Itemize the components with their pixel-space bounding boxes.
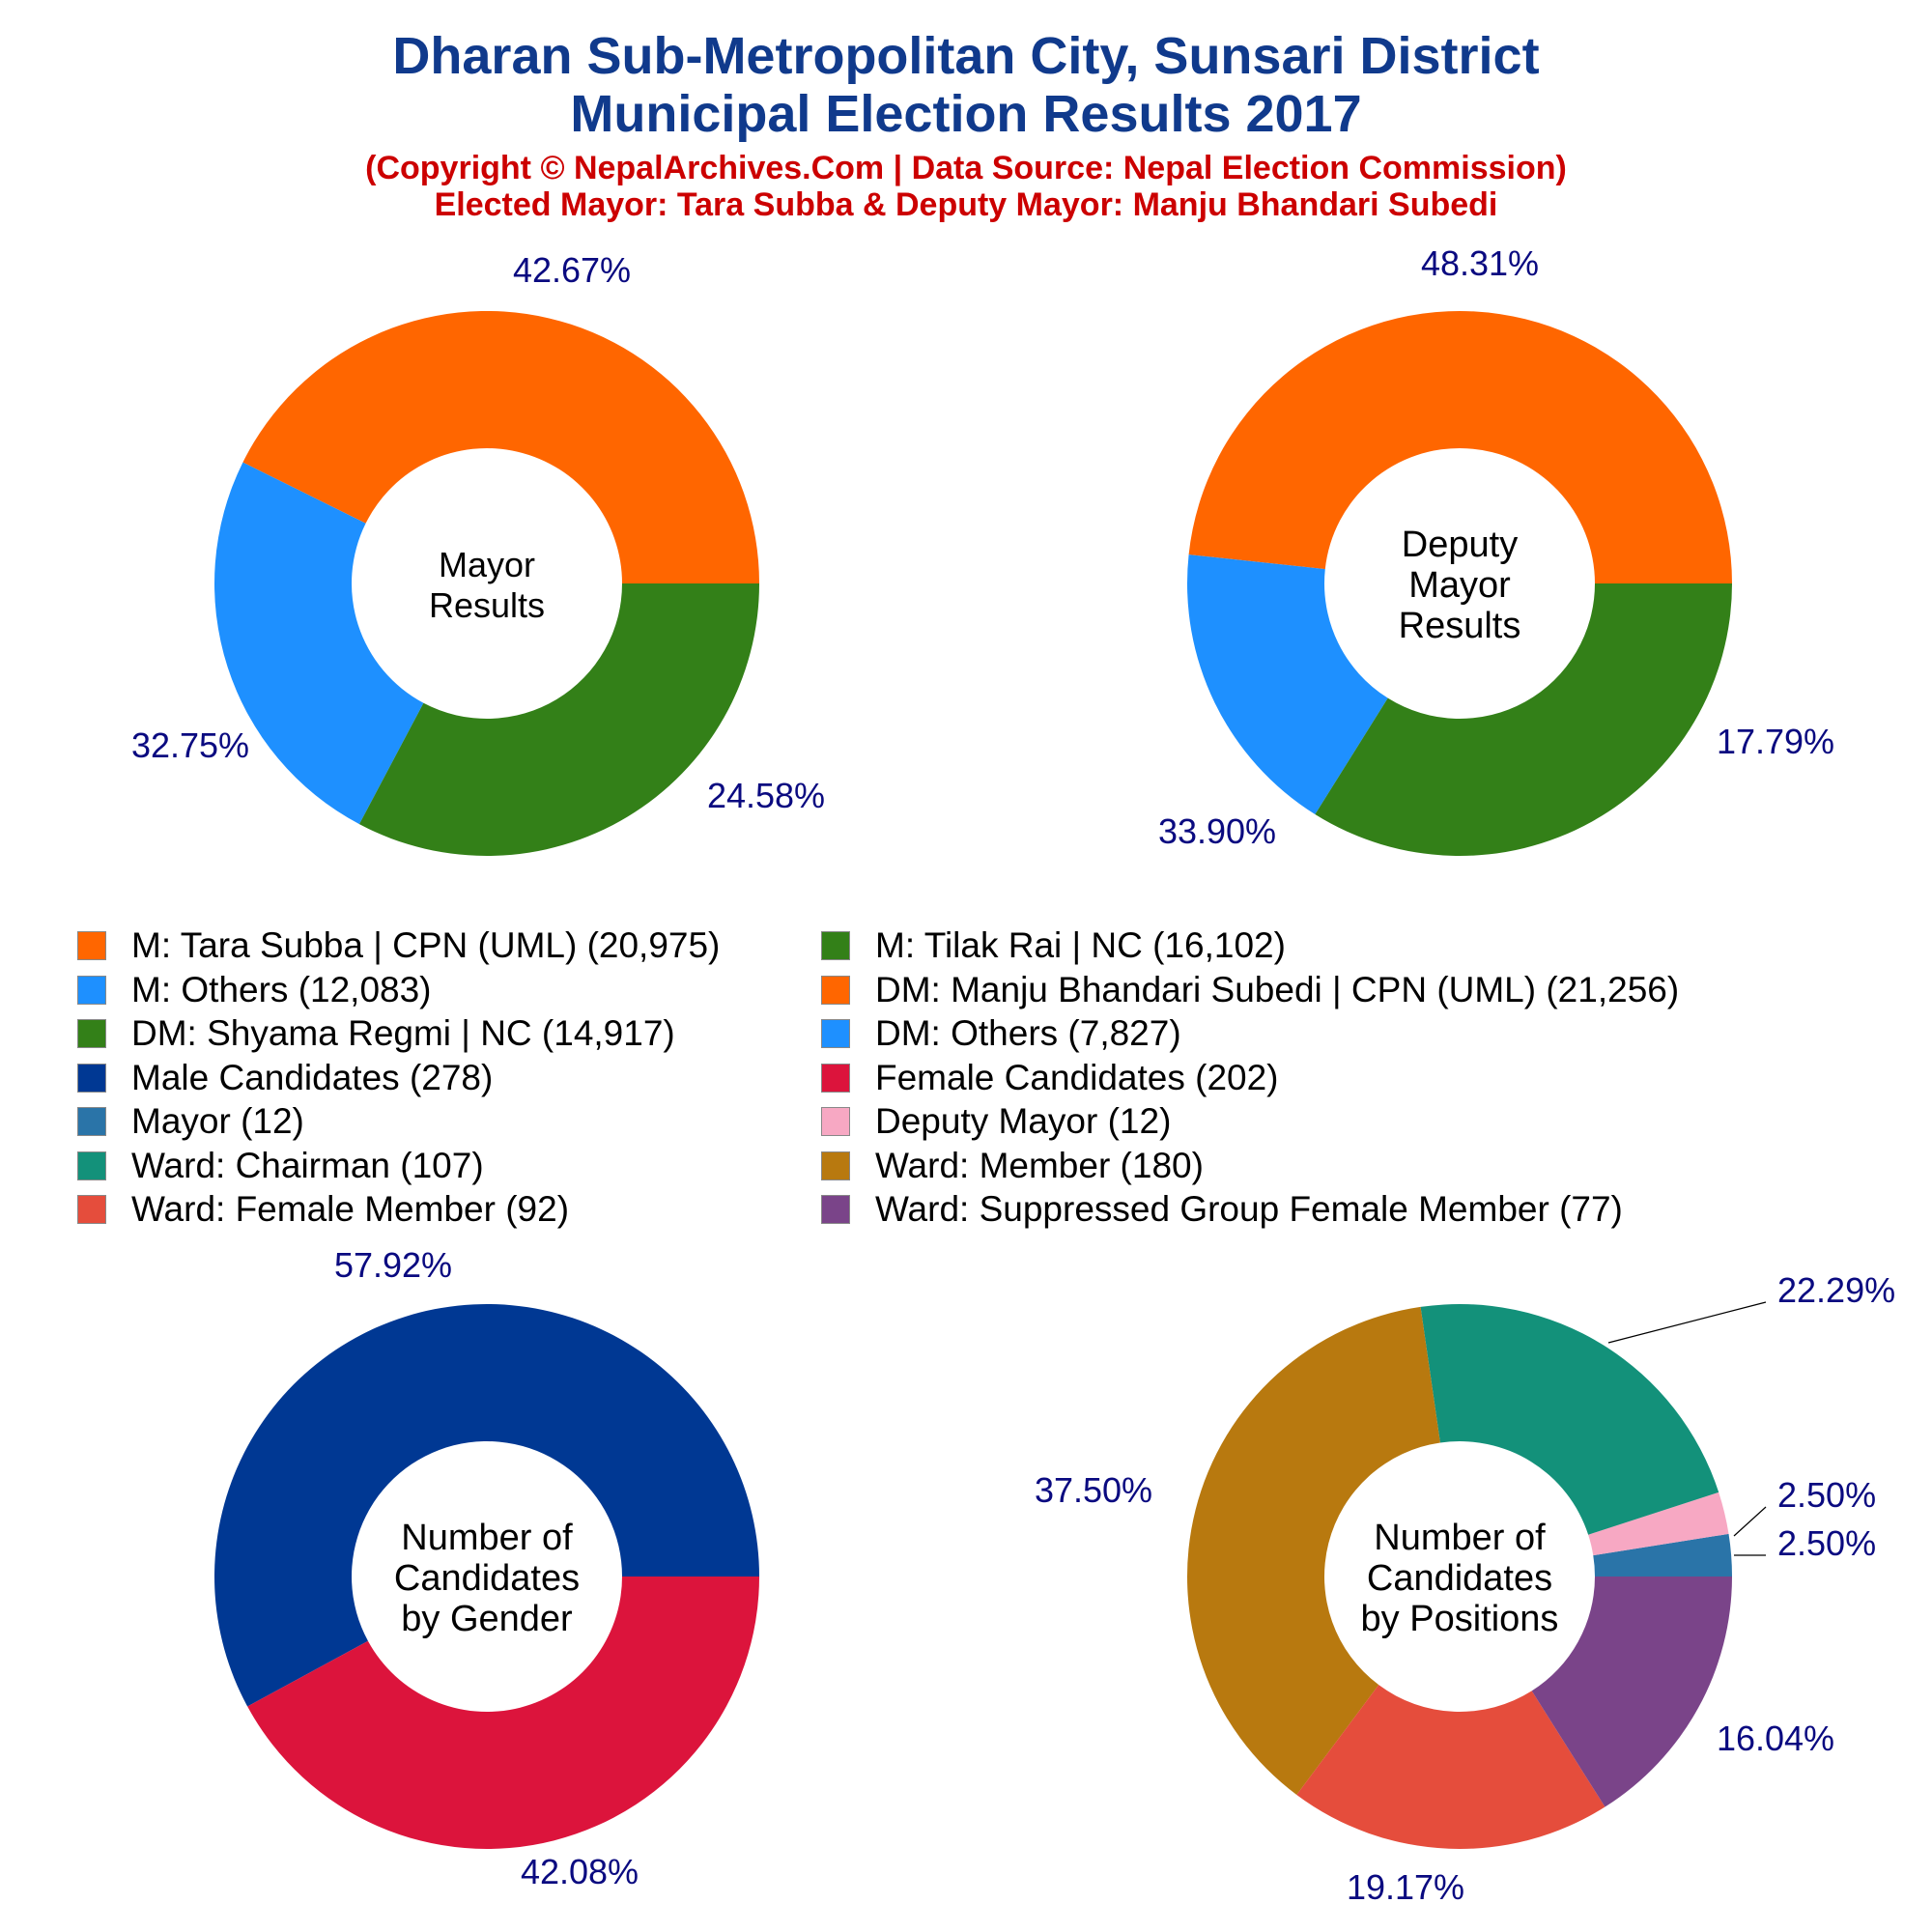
percent-label: 16.04%: [1717, 1719, 1834, 1758]
pie-slice: [1593, 1533, 1732, 1577]
pie-slice: [242, 310, 760, 583]
donut-center-title: Candidates: [394, 1558, 580, 1599]
percent-label: 57.92%: [334, 1245, 452, 1285]
percent-label: 32.75%: [131, 725, 249, 765]
percent-label: 42.67%: [513, 250, 631, 290]
donut-center-title: Number of: [401, 1518, 573, 1558]
pie-slice: [247, 1577, 759, 1849]
pie-slice: [1588, 1492, 1729, 1556]
donut-center-title: Results: [429, 585, 545, 625]
percent-label: 2.50%: [1777, 1475, 1876, 1515]
donut-center-title: Mayor: [439, 545, 535, 584]
percent-label: 2.50%: [1777, 1523, 1876, 1563]
chart-subtitle-elected: Elected Mayor: Tara Subba & Deputy Mayor…: [434, 186, 1498, 223]
pie-slice: [1187, 554, 1388, 815]
donut-center-title: Mayor: [1408, 565, 1511, 606]
percent-label: 24.58%: [707, 776, 825, 815]
pie-slice: [1188, 311, 1732, 583]
donut-center-title: by Positions: [1361, 1599, 1559, 1639]
donut-center-title: by Gender: [401, 1599, 573, 1639]
pie-slice: [214, 1304, 759, 1707]
pie-slice: [1315, 583, 1732, 856]
percent-label: 19.17%: [1347, 1867, 1464, 1907]
donut-center-title: Deputy: [1402, 525, 1518, 565]
percent-label: 48.31%: [1421, 243, 1539, 283]
donut-chart-4: 2.50% 2.50% 22.29% 37.50% 19.17% 16.04% Number…: [1035, 1270, 1895, 1907]
percent-label: 42.08%: [521, 1852, 639, 1891]
pie-slice: [1187, 1306, 1440, 1795]
pie-slice: [358, 583, 759, 856]
percent-label: 17.79%: [1717, 722, 1834, 761]
percent-label: 33.90%: [1158, 811, 1276, 851]
percent-label: 22.29%: [1777, 1270, 1895, 1310]
chart-title-line2: Municipal Election Results 2017: [570, 85, 1362, 143]
donut-center-title: Candidates: [1367, 1558, 1552, 1599]
pie-slice: [1296, 1685, 1605, 1849]
pie-slice: [214, 462, 424, 825]
chart-subtitle-copyright: (Copyright © NepalArchives.Com | Data So…: [365, 150, 1567, 186]
chart-title-line1: Dharan Sub-Metropolitan City, Sunsari Di…: [392, 27, 1540, 85]
donut-center-title: Results: [1399, 606, 1521, 646]
percent-label: 37.50%: [1035, 1470, 1152, 1510]
donut-center-title: Number of: [1374, 1518, 1546, 1558]
leader-line: [1607, 1301, 1767, 1344]
pie-slice: [1531, 1577, 1732, 1807]
pie-slice: [1420, 1303, 1719, 1535]
leader-line: [1733, 1506, 1767, 1537]
